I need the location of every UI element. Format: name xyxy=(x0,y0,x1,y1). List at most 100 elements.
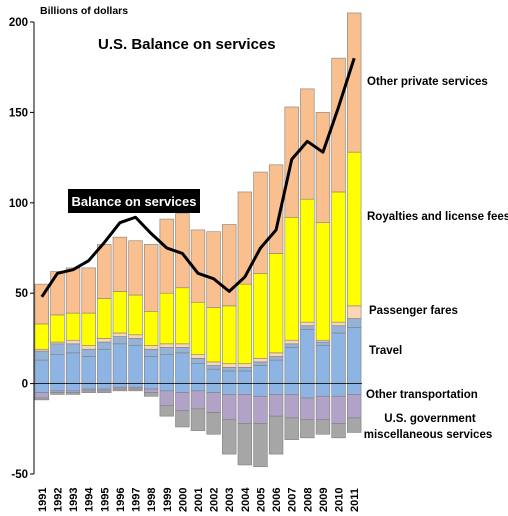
bar-royalties-and-license-fees-2009 xyxy=(315,222,331,341)
bar-negative-6-1996 xyxy=(112,388,128,392)
bar-other-private-services-1999 xyxy=(159,218,174,294)
bar-other-transportation-2003 xyxy=(222,370,237,384)
bar-negative-0-2003 xyxy=(222,383,237,395)
bar-negative-0-1993 xyxy=(65,383,81,392)
bar-passenger-fares-1998 xyxy=(143,345,159,350)
bar-travel-2008 xyxy=(300,325,315,330)
bar-other-private-services-2006 xyxy=(268,164,284,254)
x-tick-label-1991: 1991 xyxy=(37,488,49,512)
y-tick-label-200: 200 xyxy=(9,17,28,29)
bar-passenger-fares-1994 xyxy=(81,345,96,350)
bar-negative-6-1993 xyxy=(65,392,81,395)
bar-travel-2009 xyxy=(315,341,331,346)
bar-royalties-and-license-fees-2002 xyxy=(206,307,221,363)
bar-royalties-and-license-fees-1991 xyxy=(34,323,49,350)
bar-other-transportation-1995 xyxy=(97,348,112,384)
bar-negative-0-2000 xyxy=(175,383,190,393)
bar-negative-0-1995 xyxy=(97,383,112,390)
bar-other-private-services-1998 xyxy=(143,244,159,312)
bar-negative-0-2006 xyxy=(268,383,284,395)
bar-negative-5-1991 xyxy=(34,392,49,399)
bar-other-transportation-2011 xyxy=(347,327,362,384)
bar-other-transportation-1996 xyxy=(112,343,128,384)
x-tick-label-2002: 2002 xyxy=(209,488,221,512)
bar-other-private-services-2011 xyxy=(347,12,362,153)
bar-other-private-services-1996 xyxy=(112,236,128,292)
bar-travel-1997 xyxy=(128,338,143,346)
x-tick-label-2011: 2011 xyxy=(349,488,361,512)
bar-travel-2003 xyxy=(222,367,237,372)
x-tick-label-1993: 1993 xyxy=(68,488,80,512)
x-tick-label-2004: 2004 xyxy=(240,487,252,512)
bar-royalties-and-license-fees-1993 xyxy=(65,312,81,341)
bar-royalties-and-license-fees-2000 xyxy=(175,287,190,345)
bar-other-private-services-2009 xyxy=(315,112,331,223)
bar-negative-0-1997 xyxy=(128,383,143,388)
x-tick-label-2000: 2000 xyxy=(177,488,189,512)
x-tick-label-2007: 2007 xyxy=(287,488,299,512)
bar-negative-6-2005 xyxy=(253,423,268,468)
bar-royalties-and-license-fees-2004 xyxy=(237,283,253,365)
bar-other-private-services-1997 xyxy=(128,240,143,296)
bar-negative-0-2008 xyxy=(300,383,315,399)
bar-travel-1999 xyxy=(159,347,174,355)
bar-travel-1993 xyxy=(65,343,81,354)
bar-negative-0-1992 xyxy=(50,383,65,392)
bar-negative-6-1998 xyxy=(143,392,159,397)
bar-royalties-and-license-fees-2011 xyxy=(347,151,362,307)
bar-negative-0-2010 xyxy=(331,383,346,397)
bar-negative-5-2002 xyxy=(206,392,221,413)
bar-royalties-and-license-fees-2008 xyxy=(300,198,315,323)
x-tick-label-2009: 2009 xyxy=(318,488,330,512)
bar-other-private-services-2005 xyxy=(253,171,268,274)
x-tick-label-1997: 1997 xyxy=(131,488,143,512)
bar-passenger-fares-2003 xyxy=(222,363,237,368)
bar-other-transportation-2000 xyxy=(175,352,190,384)
x-tick-label-1992: 1992 xyxy=(52,488,64,512)
bar-passenger-fares-2004 xyxy=(237,363,253,368)
x-tick-label-2006: 2006 xyxy=(271,488,283,512)
bar-negative-6-1994 xyxy=(81,390,96,393)
bar-negative-0-1998 xyxy=(143,383,159,390)
bar-negative-6-1999 xyxy=(159,404,174,417)
bar-other-private-services-2008 xyxy=(300,88,315,200)
bar-royalties-and-license-fees-1995 xyxy=(97,298,112,339)
bar-negative-6-1991 xyxy=(34,397,49,401)
x-tick-label-2005: 2005 xyxy=(255,488,267,512)
labels-layer: Billions of dollars U.S. Balance on serv… xyxy=(40,5,508,441)
axis-layer: -50 0 50 100 150 200 1991 1992 1993 1994 1995 1996 1… xyxy=(9,17,362,512)
bar-negative-6-2008 xyxy=(300,419,315,439)
balance-on-services-line xyxy=(40,57,356,298)
bar-other-transportation-1993 xyxy=(65,352,81,384)
bar-passenger-fares-1993 xyxy=(65,339,81,345)
bar-royalties-and-license-fees-1996 xyxy=(112,291,128,334)
bar-passenger-fares-2011 xyxy=(347,305,362,319)
bar-negative-5-2005 xyxy=(253,395,268,424)
bar-royalties-and-license-fees-1994 xyxy=(81,312,96,346)
bar-travel-1995 xyxy=(97,341,112,350)
bar-other-transportation-2002 xyxy=(206,368,221,384)
bar-other-transportation-2007 xyxy=(284,347,299,384)
bar-other-transportation-2004 xyxy=(237,370,253,384)
bar-negative-6-2002 xyxy=(206,412,221,435)
bar-royalties-and-license-fees-1998 xyxy=(143,310,159,346)
bar-negative-0-2004 xyxy=(237,383,253,395)
bar-travel-1998 xyxy=(143,348,159,357)
bar-passenger-fares-2006 xyxy=(268,352,284,357)
label-passenger-fares: Passenger fares xyxy=(369,305,458,317)
balance-line-label: Balance on services xyxy=(71,194,196,209)
bar-travel-2002 xyxy=(206,365,221,370)
bar-negative-0-2002 xyxy=(206,383,221,393)
bar-negative-0-2007 xyxy=(284,383,299,395)
bar-negative-5-2007 xyxy=(284,394,299,419)
x-tick-label-1996: 1996 xyxy=(115,488,127,512)
y-tick-label-100: 100 xyxy=(9,198,28,210)
bar-royalties-and-license-fees-1999 xyxy=(159,292,174,345)
label-travel: Travel xyxy=(369,345,402,357)
balance-line-layer xyxy=(40,57,356,298)
bar-royalties-and-license-fees-2006 xyxy=(268,253,284,354)
bar-negative-5-2001 xyxy=(190,390,206,410)
x-tick-label-1999: 1999 xyxy=(162,488,174,512)
bar-travel-2001 xyxy=(190,357,206,365)
bar-other-private-services-1992 xyxy=(50,271,65,316)
